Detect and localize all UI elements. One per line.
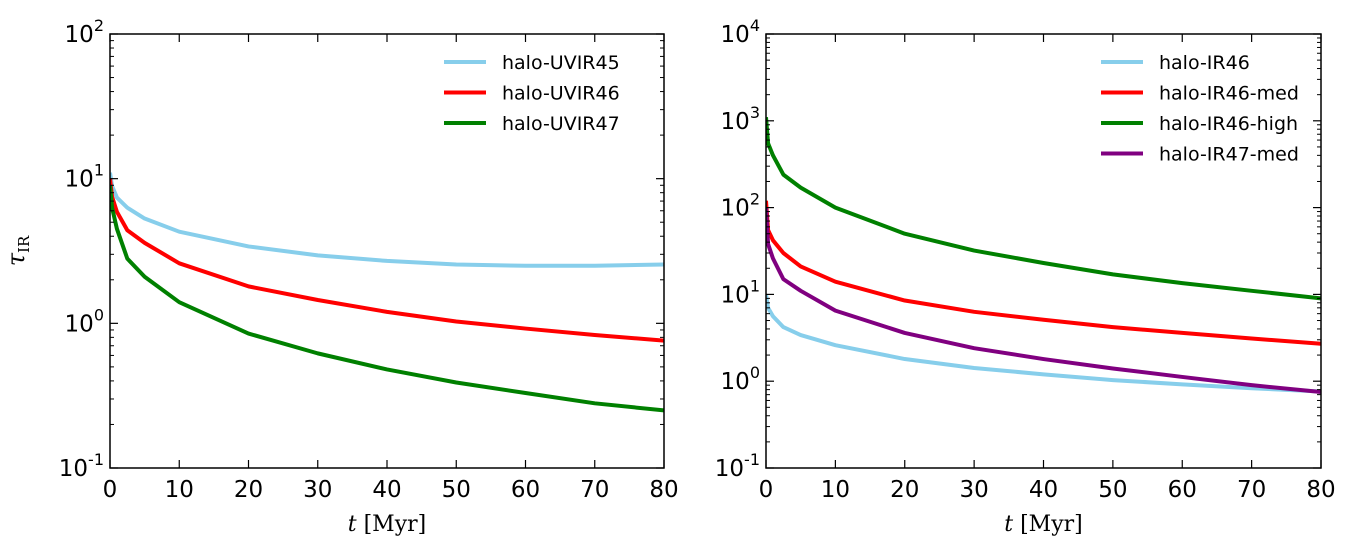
series-line-2-2 [766, 200, 1321, 346]
x-axis-label: t [Myr] [1004, 512, 1082, 537]
x-tick-label: 30 [303, 477, 332, 503]
x-tick-label: 10 [821, 477, 850, 503]
x-tick-label: 50 [442, 477, 471, 503]
y-tick-label: 101 [65, 161, 104, 193]
x-tick-label: 60 [511, 477, 540, 503]
y-tick-base: 10 [715, 456, 744, 482]
legend-label: halo-IR46-high [1159, 113, 1298, 135]
x-tick-label: 20 [890, 477, 919, 503]
legend-label: halo-UVIR47 [502, 113, 620, 135]
legend-label: halo-UVIR45 [502, 52, 620, 74]
y-tick-exponent: 3 [750, 103, 760, 122]
y-tick-base: 10 [721, 22, 750, 48]
y-tick-label: 101 [721, 276, 760, 308]
legend-label: halo-IR46-med [1159, 83, 1299, 105]
series-line-1-2 [110, 178, 664, 343]
y-axis-label-subscript: IR [15, 235, 33, 253]
y-axis-label-symbol: τ [2, 252, 30, 266]
series-line-2-4 [766, 207, 1321, 395]
plot-frame [109, 33, 665, 469]
y-tick-base: 10 [721, 109, 750, 135]
x-tick-label: 70 [580, 477, 609, 503]
y-tick-base: 10 [721, 196, 750, 222]
y-tick-base: 10 [721, 282, 750, 308]
x-axis-label: t [Myr] [348, 512, 426, 537]
y-tick-exponent: 0 [94, 305, 104, 324]
y-tick-label: 102 [721, 190, 760, 222]
y-tick-exponent: 0 [750, 363, 760, 382]
x-tick-label: 0 [103, 477, 118, 503]
y-tick-exponent: -1 [88, 450, 104, 469]
y-tick-exponent: 2 [750, 190, 760, 209]
x-axis-label-var: t [1004, 512, 1013, 537]
y-tick-label: 100 [721, 363, 760, 395]
y-tick-exponent: 2 [94, 16, 104, 35]
y-tick-base: 10 [721, 369, 750, 395]
x-tick-label: 20 [234, 477, 263, 503]
y-axis-label: τIR [2, 235, 33, 266]
x-tick-label: 10 [165, 477, 194, 503]
x-axis-label-unit: [Myr] [1013, 512, 1083, 537]
x-tick-label: 0 [759, 477, 774, 503]
x-axis-label-var: t [348, 512, 357, 537]
y-tick-label: 10-1 [59, 450, 104, 482]
x-tick-label: 50 [1098, 477, 1127, 503]
y-tick-label: 104 [721, 16, 760, 48]
series-line-2-3 [766, 117, 1321, 301]
y-tick-exponent: 4 [750, 16, 760, 35]
y-tick-base: 10 [59, 456, 88, 482]
y-tick-exponent: 1 [750, 276, 760, 295]
x-tick-label: 80 [649, 477, 678, 503]
x-tick-label: 60 [1168, 477, 1197, 503]
legend-label: halo-IR47-med [1159, 144, 1299, 166]
y-tick-label: 102 [65, 16, 104, 48]
legend-label: halo-IR46 [1159, 52, 1250, 74]
legend-label: halo-UVIR46 [502, 83, 620, 105]
x-tick-label: 70 [1237, 477, 1266, 503]
x-tick-label: 80 [1306, 477, 1335, 503]
y-tick-label: 10-1 [715, 450, 760, 482]
legend: halo-IR46 halo-IR46-med halo-IR46-high halo… [1101, 52, 1299, 166]
y-tick-base: 10 [65, 167, 94, 193]
series-line-2-1 [766, 294, 1321, 394]
y-tick-label: 100 [65, 305, 104, 337]
x-axis-label-unit: [Myr] [357, 512, 427, 537]
y-tick-exponent: 1 [94, 161, 104, 180]
y-tick-base: 10 [65, 22, 94, 48]
legend: halo-UVIR45 halo-UVIR46 halo-UVIR47 [444, 52, 620, 135]
y-tick-base: 10 [65, 311, 94, 337]
x-tick-label: 30 [959, 477, 988, 503]
series-line-1-1 [110, 172, 664, 268]
x-tick-label: 40 [372, 477, 401, 503]
y-tick-exponent: -1 [744, 450, 760, 469]
y-tick-label: 103 [721, 103, 760, 135]
series-line-1-3 [110, 185, 664, 413]
x-tick-label: 40 [1029, 477, 1058, 503]
plot-frame [765, 33, 1322, 469]
